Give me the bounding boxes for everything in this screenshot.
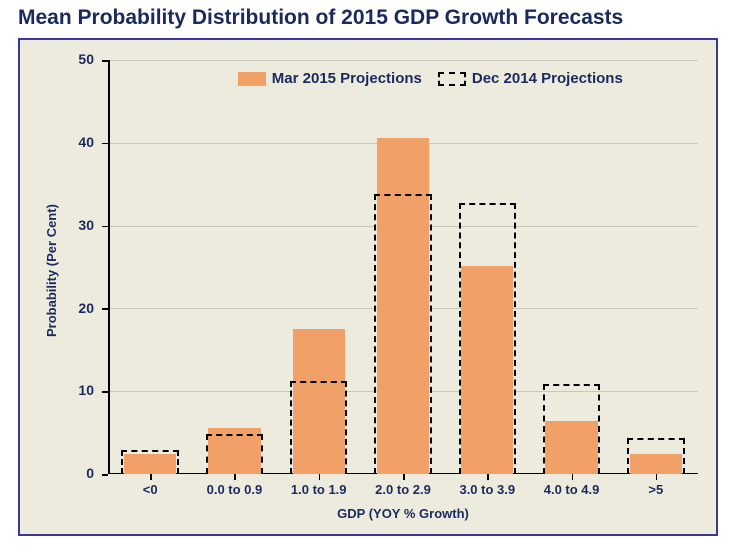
xtick-mark: [572, 474, 574, 480]
plot-area: [108, 60, 698, 474]
xtick-label: 3.0 to 3.9: [459, 482, 515, 497]
bar-dashed: [374, 194, 431, 474]
ytick-mark: [102, 474, 108, 476]
xtick-label: <0: [143, 482, 158, 497]
ytick-mark: [102, 391, 108, 393]
y-axis-label: Probability (Per Cent): [44, 204, 59, 337]
ytick-label: 20: [78, 300, 94, 316]
xtick-mark: [403, 474, 405, 480]
legend-label: Mar 2015 Projections: [272, 70, 422, 87]
legend: Mar 2015 Projections Dec 2014 Projections: [238, 70, 623, 87]
y-axis-line: [108, 60, 110, 474]
ytick-label: 0: [86, 465, 94, 481]
gridline: [108, 60, 698, 61]
xtick-label: 0.0 to 0.9: [207, 482, 263, 497]
ytick-mark: [102, 226, 108, 228]
ytick-mark: [102, 308, 108, 310]
xtick-label: 2.0 to 2.9: [375, 482, 431, 497]
legend-item: Mar 2015 Projections: [238, 70, 422, 87]
bar-dashed: [290, 381, 347, 474]
bar-dashed: [459, 203, 516, 474]
ytick-mark: [102, 60, 108, 62]
xtick-mark: [150, 474, 152, 480]
chart-frame: 0 10 20 30 40 50 Probability (Per Cent) <0 0.0 t…: [18, 38, 718, 536]
bar-dashed: [543, 384, 600, 474]
xtick-label: 4.0 to 4.9: [544, 482, 600, 497]
xtick-mark: [656, 474, 658, 480]
legend-swatch-solid-icon: [238, 72, 266, 86]
legend-item: Dec 2014 Projections: [438, 70, 623, 87]
chart-title: Mean Probability Distribution of 2015 GD…: [0, 0, 736, 38]
ytick-mark: [102, 143, 108, 145]
ytick-label: 50: [78, 51, 94, 67]
xtick-label: 1.0 to 1.9: [291, 482, 347, 497]
bar-dashed: [627, 438, 684, 474]
bar-dashed: [121, 450, 178, 474]
legend-label: Dec 2014 Projections: [472, 70, 623, 87]
ytick-label: 10: [78, 382, 94, 398]
xtick-mark: [319, 474, 321, 480]
ytick-label: 40: [78, 134, 94, 150]
ytick-label: 30: [78, 217, 94, 233]
x-axis-label: GDP (YOY % Growth): [337, 506, 469, 521]
bar-dashed: [206, 434, 263, 474]
legend-swatch-dashed-icon: [438, 72, 466, 86]
xtick-mark: [234, 474, 236, 480]
xtick-mark: [487, 474, 489, 480]
xtick-label: >5: [648, 482, 663, 497]
